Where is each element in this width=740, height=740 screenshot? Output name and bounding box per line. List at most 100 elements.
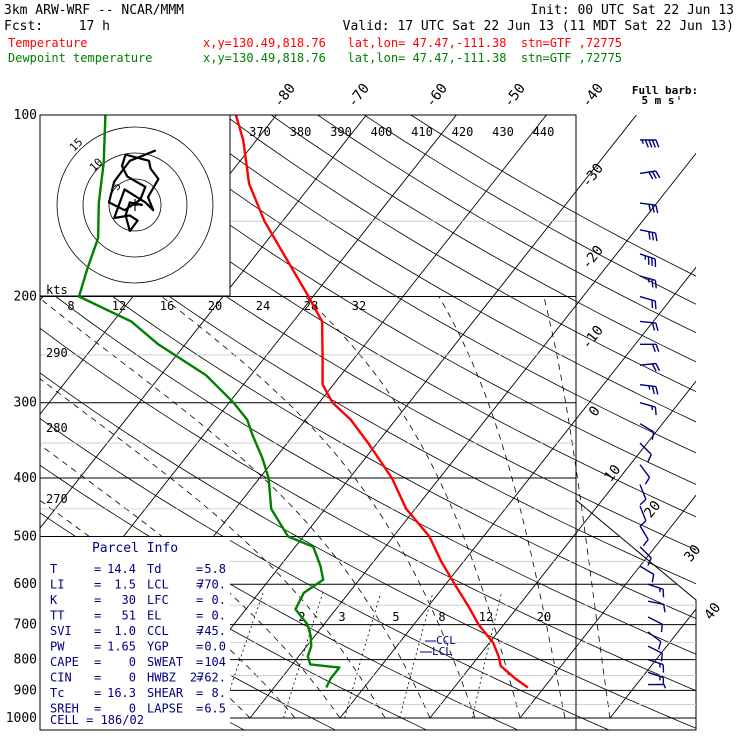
wind-barb-flag: [648, 231, 651, 240]
wind-barb-flag: [648, 204, 652, 213]
hodograph-rings: [56, 126, 214, 284]
wind-barb-staff: [647, 616, 663, 625]
model-title: 3km ARW-WRF -- NCAR/MMM: [4, 3, 184, 18]
hodograph-ring: [56, 126, 214, 284]
parcel-info-label: Tc: [50, 686, 64, 700]
moist-adiabat-line: [40, 297, 431, 719]
wind-barb: [647, 658, 665, 673]
theta-e-tick-label: 400: [371, 125, 393, 139]
wind-barb-flag: [654, 232, 658, 242]
wind-barb: [639, 295, 657, 310]
isotherm-line: [609, 608, 696, 719]
wind-barb-staff: [639, 170, 656, 175]
wind-barb: [639, 546, 652, 566]
wind-legend-title: Full barb:: [632, 84, 698, 97]
temperature-tick-label: 30: [681, 542, 704, 565]
wind-barb: [647, 645, 663, 662]
wind-barb-staff: [639, 525, 649, 540]
wind-barb-staff: [647, 583, 664, 590]
parcel-info-value: 770.: [197, 578, 226, 592]
pressure-tick-label: 100: [14, 108, 37, 123]
theta-tick-label: 280: [46, 421, 68, 435]
hodograph-speed-tick-label: 24: [256, 299, 270, 313]
dry-adiabat-line: [177, 115, 696, 423]
parcel-info-label: YGP: [147, 640, 169, 654]
theta-e-tick-label: 440: [533, 125, 555, 139]
parcel-info-equals: =: [94, 609, 101, 623]
parcel-info-equals: =: [196, 671, 203, 685]
moist-adiabat-line: [304, 296, 521, 719]
wind-barb-flag: [639, 498, 647, 506]
wind-barb-flag: [655, 322, 659, 331]
temperature-tick-label: -20: [579, 243, 607, 273]
wind-barb-staff: [639, 253, 656, 260]
header: 3km ARW-WRF -- NCAR/MMM Init: 00 UTC Sat…: [4, 3, 734, 34]
parcel-info-equals: =: [94, 624, 101, 638]
temperature-tick-label: 0: [586, 403, 604, 419]
parcel-info-label: T: [50, 562, 57, 576]
parcel-info-value: 104: [204, 655, 226, 669]
hodograph-trace: [107, 149, 160, 233]
wind-barb-staff: [639, 423, 655, 433]
wind-barb-flag: [651, 139, 656, 148]
hodograph-ring: [108, 178, 162, 232]
wind-barb: [639, 275, 657, 289]
wind-barb: [639, 464, 651, 485]
parcel-info-equals: =: [94, 640, 101, 654]
parcel-info-label: CIN: [50, 671, 72, 685]
hodograph-ring: [82, 152, 188, 258]
dry-adiabat-line: [84, 115, 696, 485]
wind-barb-flag: [651, 386, 655, 395]
parcel-info-value: 1.0: [114, 624, 136, 638]
parcel-info-value: 0.: [212, 593, 226, 607]
parcel-info-label: PW: [50, 640, 65, 654]
forecast-hour: 17 h: [79, 19, 110, 34]
isotherm-line: [0, 115, 6, 718]
wind-barb-flag: [651, 300, 654, 309]
isotherm-line: [249, 152, 696, 719]
temperature-tick-label: -40: [579, 81, 607, 111]
dry-adiabat-line: [40, 198, 696, 585]
wind-barb-flag: [654, 280, 657, 289]
wind-barb-flag: [651, 322, 656, 331]
theta-tick-label: 290: [46, 346, 68, 360]
wind-barb-flag: [660, 624, 663, 633]
dry-adiabat-line: [40, 156, 696, 551]
wind-barb-flag: [660, 653, 663, 662]
isotherm-line: [519, 494, 696, 719]
wind-barb: [639, 362, 661, 372]
wind-barb-flag: [644, 477, 651, 485]
parcel-info-label: HWBZ: [147, 671, 176, 685]
wind-barb-staff: [639, 320, 656, 324]
wind-barb: [639, 383, 659, 395]
wind-barb-flag: [657, 641, 662, 650]
pressure-tick-label: 500: [14, 529, 37, 544]
profiles: [77, 115, 529, 689]
temperature-profile: [234, 115, 529, 689]
parcel-info-value: 745.: [197, 624, 226, 638]
dry-adiabat-line: [40, 240, 696, 619]
wind-barb-staff: [639, 565, 655, 575]
wind-barb: [639, 170, 661, 180]
wind-barb: [647, 583, 665, 598]
wind-barb-flag: [655, 363, 661, 371]
wind-barb: [647, 683, 667, 689]
wind-barb-staff: [647, 631, 662, 643]
theta-tick-label: 270: [46, 492, 68, 506]
wind-barb: [639, 139, 660, 148]
hodograph-speed-tick-label: 20: [208, 299, 222, 313]
parcel-info-equals: =: [196, 562, 203, 576]
wind-barb-staff: [639, 275, 656, 281]
wind-barb-flag: [651, 279, 654, 288]
parcel-info-value: 8.: [212, 686, 226, 700]
parcel-info-value: 1.5: [114, 578, 136, 592]
wind-barb-flag: [655, 139, 660, 148]
hodograph-speed-tick-label: 16: [160, 299, 174, 313]
pressure-tick-label: 700: [14, 618, 37, 633]
parcel-info-value: 16.3: [107, 686, 136, 700]
temperature-tick-label: -60: [423, 81, 451, 111]
parcel-info-equals: =: [94, 702, 101, 716]
wind-barb-flag: [647, 454, 652, 462]
